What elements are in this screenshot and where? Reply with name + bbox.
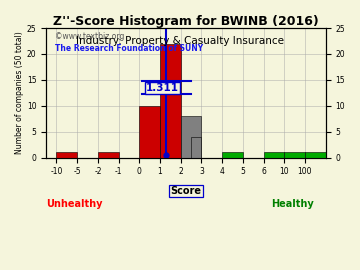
Bar — [305, 152, 326, 157]
Text: 1.311: 1.311 — [146, 83, 179, 93]
Bar — [98, 152, 118, 157]
Text: Industry: Property & Casualty Insurance: Industry: Property & Casualty Insurance — [76, 36, 284, 46]
Bar — [57, 152, 77, 157]
Bar — [284, 152, 305, 157]
Bar — [139, 106, 160, 157]
Y-axis label: Number of companies (50 total): Number of companies (50 total) — [15, 31, 24, 154]
Text: Unhealthy: Unhealthy — [46, 199, 102, 209]
Title: Z''-Score Histogram for BWINB (2016): Z''-Score Histogram for BWINB (2016) — [53, 15, 319, 28]
Text: The Research Foundation of SUNY: The Research Foundation of SUNY — [54, 43, 203, 53]
Text: ©www.textbiz.org: ©www.textbiz.org — [54, 32, 124, 41]
Bar — [222, 152, 243, 157]
Bar — [191, 137, 201, 157]
Bar — [160, 43, 181, 157]
Bar — [264, 152, 284, 157]
Bar — [181, 116, 201, 157]
Text: Healthy: Healthy — [271, 199, 314, 209]
Text: Score: Score — [170, 186, 201, 196]
